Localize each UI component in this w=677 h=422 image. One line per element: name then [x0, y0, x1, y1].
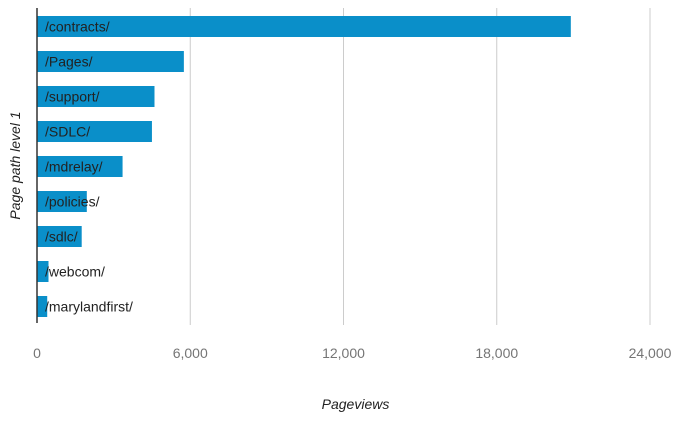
- x-axis-title: Pageviews: [322, 396, 390, 412]
- bar: [37, 226, 82, 247]
- category-label: /support/: [45, 89, 100, 105]
- x-tick-label: 18,000: [475, 345, 518, 361]
- category-label: /sdlc/: [45, 229, 78, 245]
- category-label: /marylandfirst/: [45, 299, 133, 315]
- bar: [37, 16, 571, 37]
- category-label: /contracts/: [45, 19, 110, 35]
- x-tick-label: 24,000: [629, 345, 672, 361]
- bar: [37, 121, 152, 142]
- x-tick-labels: 0 6,000 12,000 18,000 24,000: [33, 345, 672, 361]
- x-tick-label: 0: [33, 345, 41, 361]
- category-label: /mdrelay/: [45, 159, 103, 175]
- bar: [37, 51, 184, 72]
- bar: [37, 86, 155, 107]
- bars: [37, 16, 571, 317]
- category-label: /policies/: [45, 194, 100, 210]
- gridlines: [189, 8, 651, 325]
- bar: [37, 261, 49, 282]
- bar: [37, 156, 123, 177]
- category-label: /Pages/: [45, 54, 93, 70]
- category-label: /webcom/: [45, 264, 105, 280]
- x-tick-label: 12,000: [322, 345, 365, 361]
- x-tick-label: 6,000: [173, 345, 208, 361]
- bar: [37, 191, 87, 212]
- category-label: /SDLC/: [45, 124, 90, 140]
- category-labels: /contracts/ /Pages/ /support/ /SDLC/ /mdrela…: [45, 19, 133, 315]
- bar: [37, 296, 48, 317]
- y-axis-title: Page path level 1: [7, 111, 23, 219]
